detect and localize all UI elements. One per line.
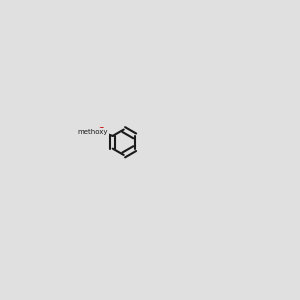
Text: O: O (98, 127, 105, 137)
Text: methoxy: methoxy (77, 129, 108, 135)
